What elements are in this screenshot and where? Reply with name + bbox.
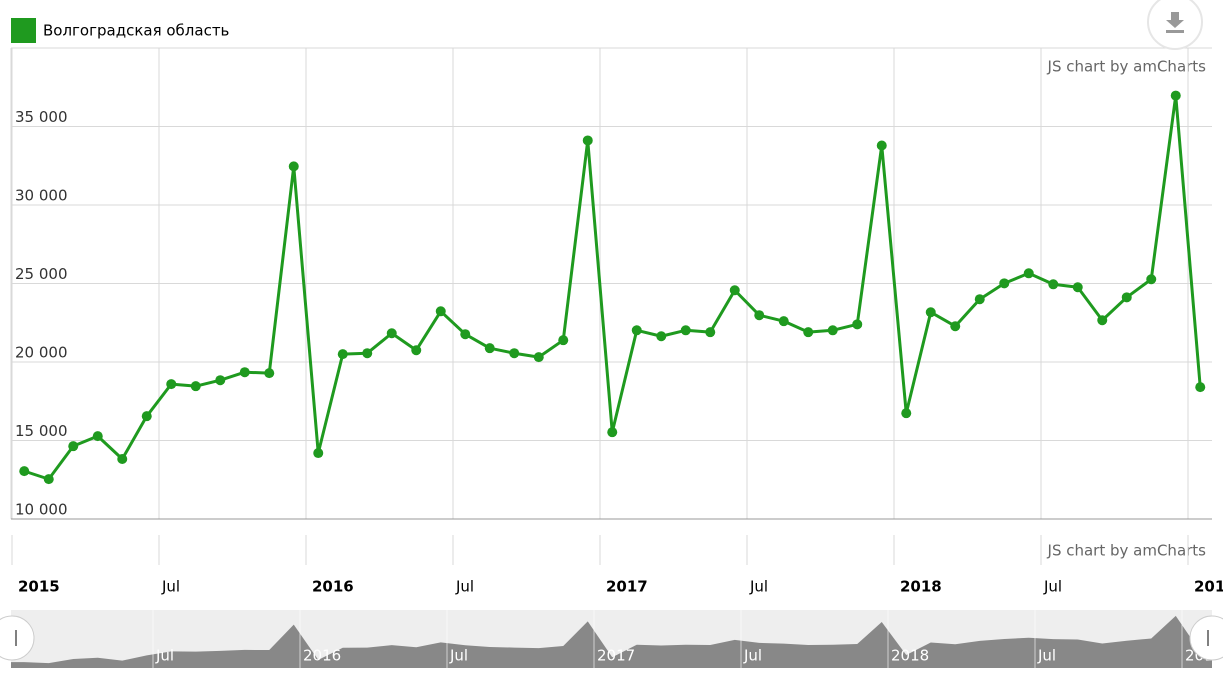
y-tick-label: 15 000 bbox=[15, 422, 68, 440]
credit[interactable]: JS chart by amCharts bbox=[1047, 542, 1207, 560]
data-point bbox=[852, 319, 863, 330]
download-icon bbox=[1166, 12, 1184, 33]
data-point bbox=[680, 325, 691, 336]
x-tick-label: 2017 bbox=[606, 578, 648, 596]
data-point bbox=[313, 448, 324, 459]
data-point bbox=[729, 285, 740, 296]
scrollbar-handle[interactable] bbox=[1189, 615, 1223, 661]
data-point bbox=[558, 335, 569, 346]
data-point bbox=[1072, 282, 1083, 293]
data-point bbox=[778, 316, 789, 327]
x-tick-label: 2019 bbox=[1194, 578, 1223, 596]
data-point bbox=[215, 375, 226, 386]
data-point bbox=[582, 135, 593, 146]
legend-swatch[interactable] bbox=[11, 18, 36, 43]
data-point bbox=[1048, 279, 1059, 290]
scrollbar-label: Jul bbox=[743, 647, 762, 665]
y-tick-label: 10 000 bbox=[15, 501, 68, 519]
legend-label[interactable]: Волгоградская область bbox=[43, 22, 229, 40]
data-point bbox=[1023, 268, 1034, 279]
y-tick-label: 20 000 bbox=[15, 344, 68, 362]
x-tick-label: Jul bbox=[455, 578, 474, 596]
y-tick-label: 25 000 bbox=[15, 265, 68, 283]
data-point bbox=[264, 368, 275, 379]
data-point bbox=[1146, 274, 1157, 285]
x-tick-label: 2016 bbox=[312, 578, 354, 596]
data-point bbox=[190, 381, 201, 392]
data-point bbox=[950, 321, 961, 332]
data-point bbox=[117, 454, 128, 465]
scrollbar-label: 2017 bbox=[597, 647, 635, 665]
y-tick-label: 30 000 bbox=[15, 187, 68, 205]
data-point bbox=[876, 140, 887, 151]
data-point bbox=[509, 348, 520, 359]
data-point bbox=[754, 310, 765, 321]
data-point bbox=[1097, 315, 1108, 326]
data-point bbox=[656, 331, 667, 342]
data-point bbox=[1121, 292, 1132, 303]
data-point bbox=[631, 325, 642, 336]
x-tick-label: 2018 bbox=[900, 578, 942, 596]
scrollbar-label: Jul bbox=[449, 647, 468, 665]
data-point bbox=[607, 427, 618, 438]
data-point bbox=[166, 379, 177, 390]
x-tick-label: Jul bbox=[1043, 578, 1062, 596]
data-point bbox=[803, 327, 814, 338]
data-point bbox=[974, 294, 985, 305]
scrollbar-label: 2016 bbox=[303, 647, 341, 665]
data-point bbox=[827, 325, 838, 336]
scrollbar-area bbox=[11, 615, 1212, 668]
scrollbar-handle[interactable] bbox=[0, 615, 35, 661]
credit[interactable]: JS chart by amCharts bbox=[1047, 58, 1207, 76]
data-point bbox=[386, 328, 397, 339]
data-point bbox=[362, 348, 373, 359]
scrollbar-label: Jul bbox=[1037, 647, 1056, 665]
data-point bbox=[43, 474, 54, 485]
data-point bbox=[1170, 90, 1181, 101]
data-point bbox=[288, 161, 299, 172]
data-point bbox=[92, 431, 103, 442]
data-point bbox=[19, 466, 30, 477]
series-line bbox=[23, 94, 1202, 481]
data-point bbox=[533, 352, 544, 363]
data-point bbox=[1195, 382, 1206, 393]
data-point bbox=[337, 349, 348, 360]
data-point bbox=[901, 408, 912, 419]
x-tick-label: Jul bbox=[749, 578, 768, 596]
data-point bbox=[239, 367, 250, 378]
data-point bbox=[999, 278, 1010, 289]
data-point bbox=[925, 307, 936, 318]
scrollbar-label: Jul bbox=[155, 647, 174, 665]
x-tick-label: Jul bbox=[161, 578, 180, 596]
data-point bbox=[141, 411, 152, 422]
data-point bbox=[484, 343, 495, 354]
data-point bbox=[411, 345, 422, 356]
data-point bbox=[705, 327, 716, 338]
y-tick-label: 35 000 bbox=[15, 108, 68, 126]
data-point bbox=[68, 441, 79, 452]
x-tick-label: 2015 bbox=[18, 578, 60, 596]
scrollbar-label: 2018 bbox=[891, 647, 929, 665]
data-point bbox=[460, 329, 471, 340]
data-point bbox=[435, 306, 446, 317]
